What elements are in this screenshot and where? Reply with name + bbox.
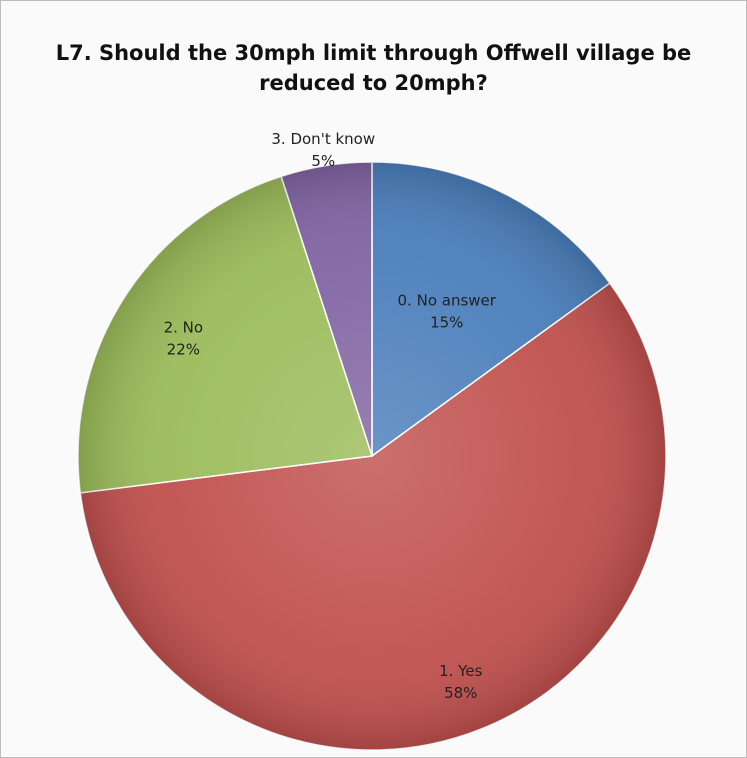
slice-value-3: 5% — [311, 152, 335, 170]
slice-label-2: 2. No — [164, 318, 203, 336]
slice-value-2: 22% — [167, 340, 200, 358]
chart-title: L7. Should the 30mph limit through Offwe… — [55, 41, 692, 95]
slice-label-1: 1. Yes — [439, 662, 482, 680]
slice-label-3: 3. Don't know — [271, 130, 375, 148]
slice-label-0: 0. No answer — [398, 291, 497, 309]
slice-value-0: 15% — [430, 313, 463, 331]
slice-value-1: 58% — [444, 684, 477, 702]
